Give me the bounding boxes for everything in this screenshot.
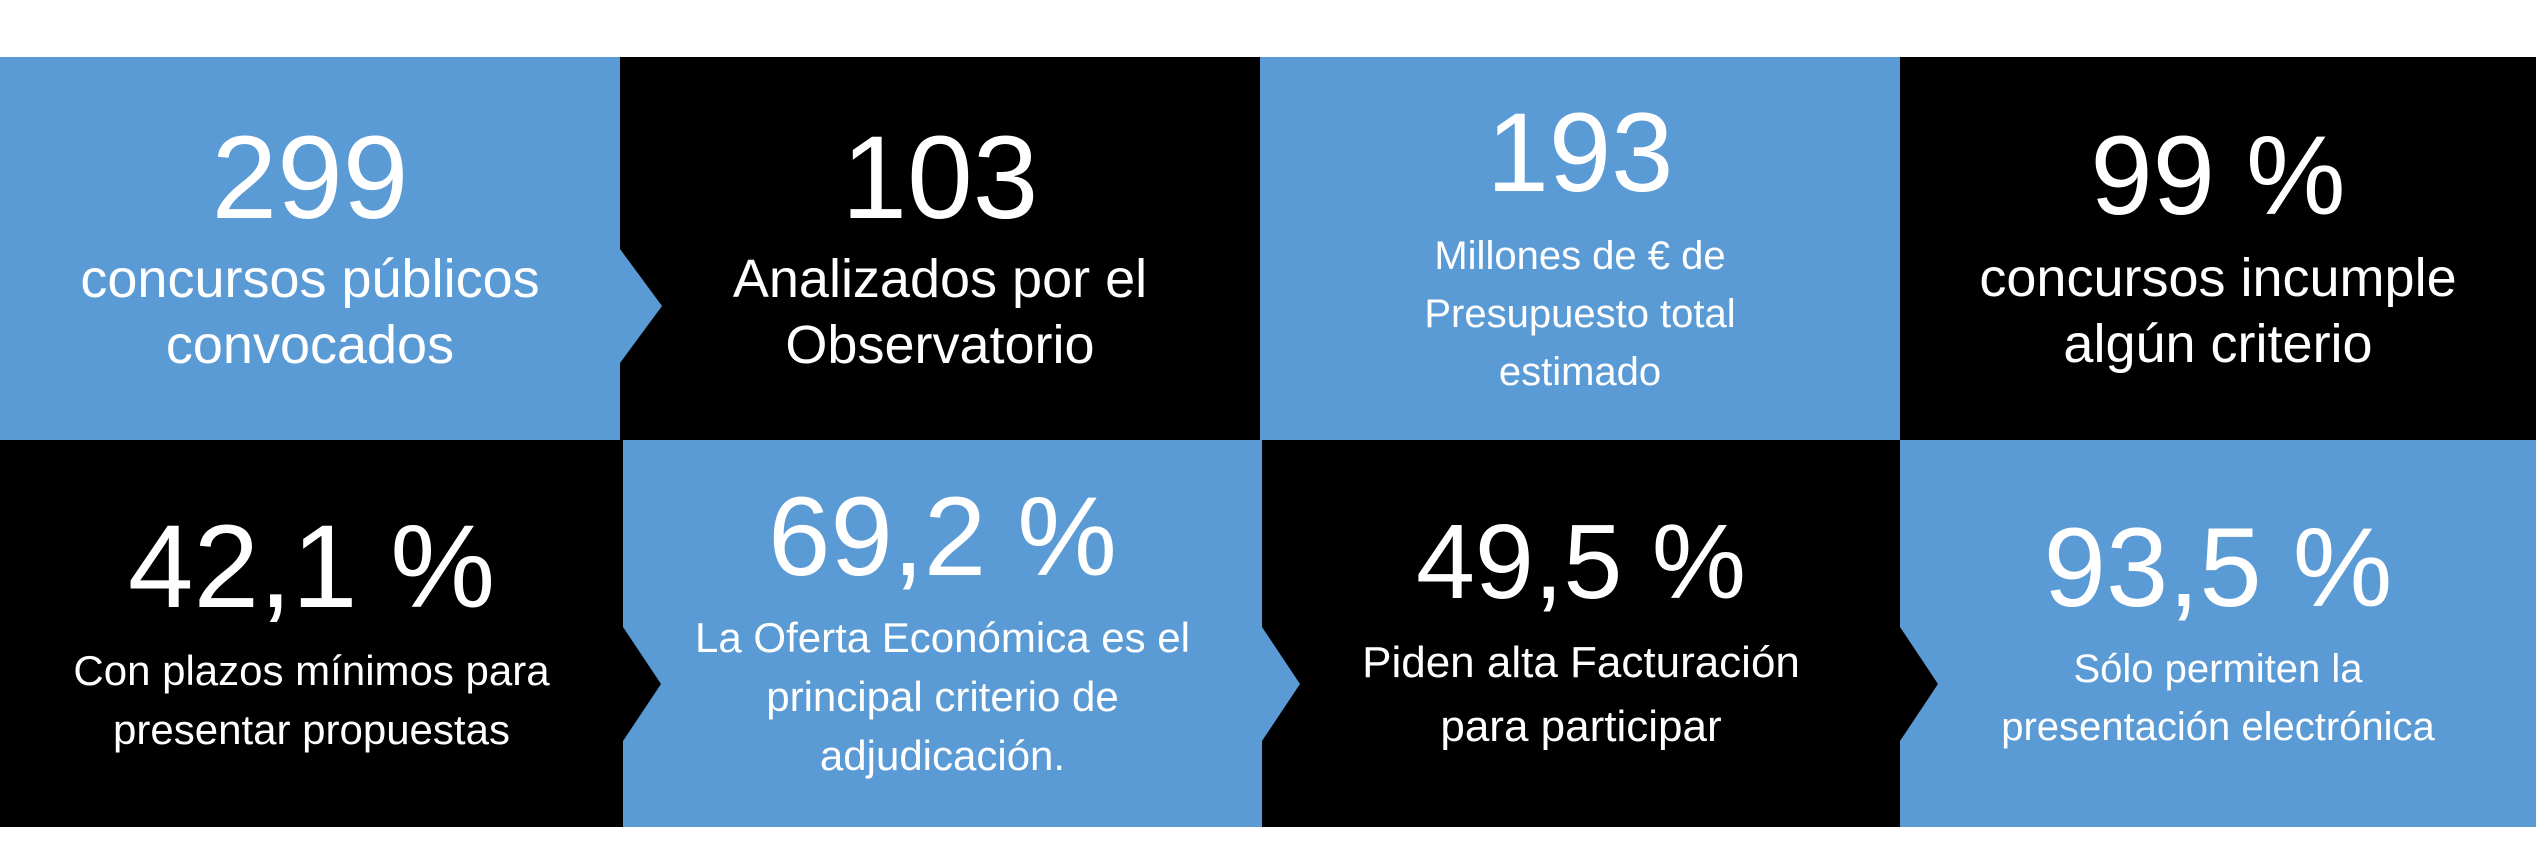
stat-caption-line: concursos públicos xyxy=(80,248,540,309)
stat-caption-line: presentación electrónica xyxy=(2001,704,2435,749)
stat-caption-line: Analizados por el xyxy=(732,248,1148,309)
stat-caption-line: Observatorio xyxy=(785,314,1095,375)
stat-value: 69,2 % xyxy=(768,474,1117,600)
stat-caption-line: para participar xyxy=(1440,701,1722,751)
chevron-notch xyxy=(620,249,662,363)
stat-caption-line: Millones de € de xyxy=(1434,233,1726,278)
chevron-notch xyxy=(623,627,661,741)
chevron-notch xyxy=(1262,627,1300,741)
stat-tile-analizados: 103 Analizados por el Observatorio xyxy=(620,57,1260,440)
stat-caption-line: adjudicación. xyxy=(819,731,1066,779)
stat-tile-presupuesto: 193 Millones de € de Presupuesto total e… xyxy=(1260,57,1900,440)
stat-tile-incumple: 99 % concursos incumple algún criterio xyxy=(1900,57,2536,440)
stat-value: 49,5 % xyxy=(1415,502,1746,621)
stat-value: 93,5 % xyxy=(2043,504,2393,630)
stat-caption-line: convocados xyxy=(165,314,455,375)
stat-tile-presentacion-electronica: 93,5 % Sólo permiten la presentación ele… xyxy=(1900,440,2536,827)
stat-caption-line: La Oferta Económica es el xyxy=(695,614,1190,662)
stat-caption-line: concursos incumple xyxy=(1979,247,2457,308)
stat-tile-oferta-economica: 69,2 % La Oferta Económica es el princip… xyxy=(623,440,1262,827)
stat-caption-line: algún criterio xyxy=(2063,313,2373,374)
stat-tile-concursos-convocados: 299 concursos públicos convocados xyxy=(0,57,620,440)
stat-caption-line: Con plazos mínimos para xyxy=(73,646,550,694)
stat-tile-facturacion: 49,5 % Piden alta Facturación para parti… xyxy=(1262,440,1900,827)
chevron-notch xyxy=(1900,249,1938,363)
stat-tile-plazos-minimos: 42,1 % Con plazos mínimos para presentar… xyxy=(0,440,623,827)
stat-caption-line: Piden alta Facturación xyxy=(1362,637,1800,687)
stat-caption-line: presentar propuestas xyxy=(113,705,510,753)
stat-value: 193 xyxy=(1486,89,1674,215)
stat-value: 42,1 % xyxy=(127,500,496,633)
stat-caption-line: Sólo permiten la xyxy=(2073,646,2363,691)
stat-caption-line: Presupuesto total xyxy=(1424,291,1736,336)
stat-caption-line: estimado xyxy=(1498,349,1662,394)
stat-value: 99 % xyxy=(2090,112,2346,238)
chevron-notch xyxy=(1900,627,1938,741)
stat-caption-line: principal criterio de xyxy=(766,673,1119,721)
stats-infographic: 299 concursos públicos convocados 103 An… xyxy=(0,57,2536,827)
stat-value: 299 xyxy=(211,111,409,244)
stat-value: 103 xyxy=(841,111,1039,244)
